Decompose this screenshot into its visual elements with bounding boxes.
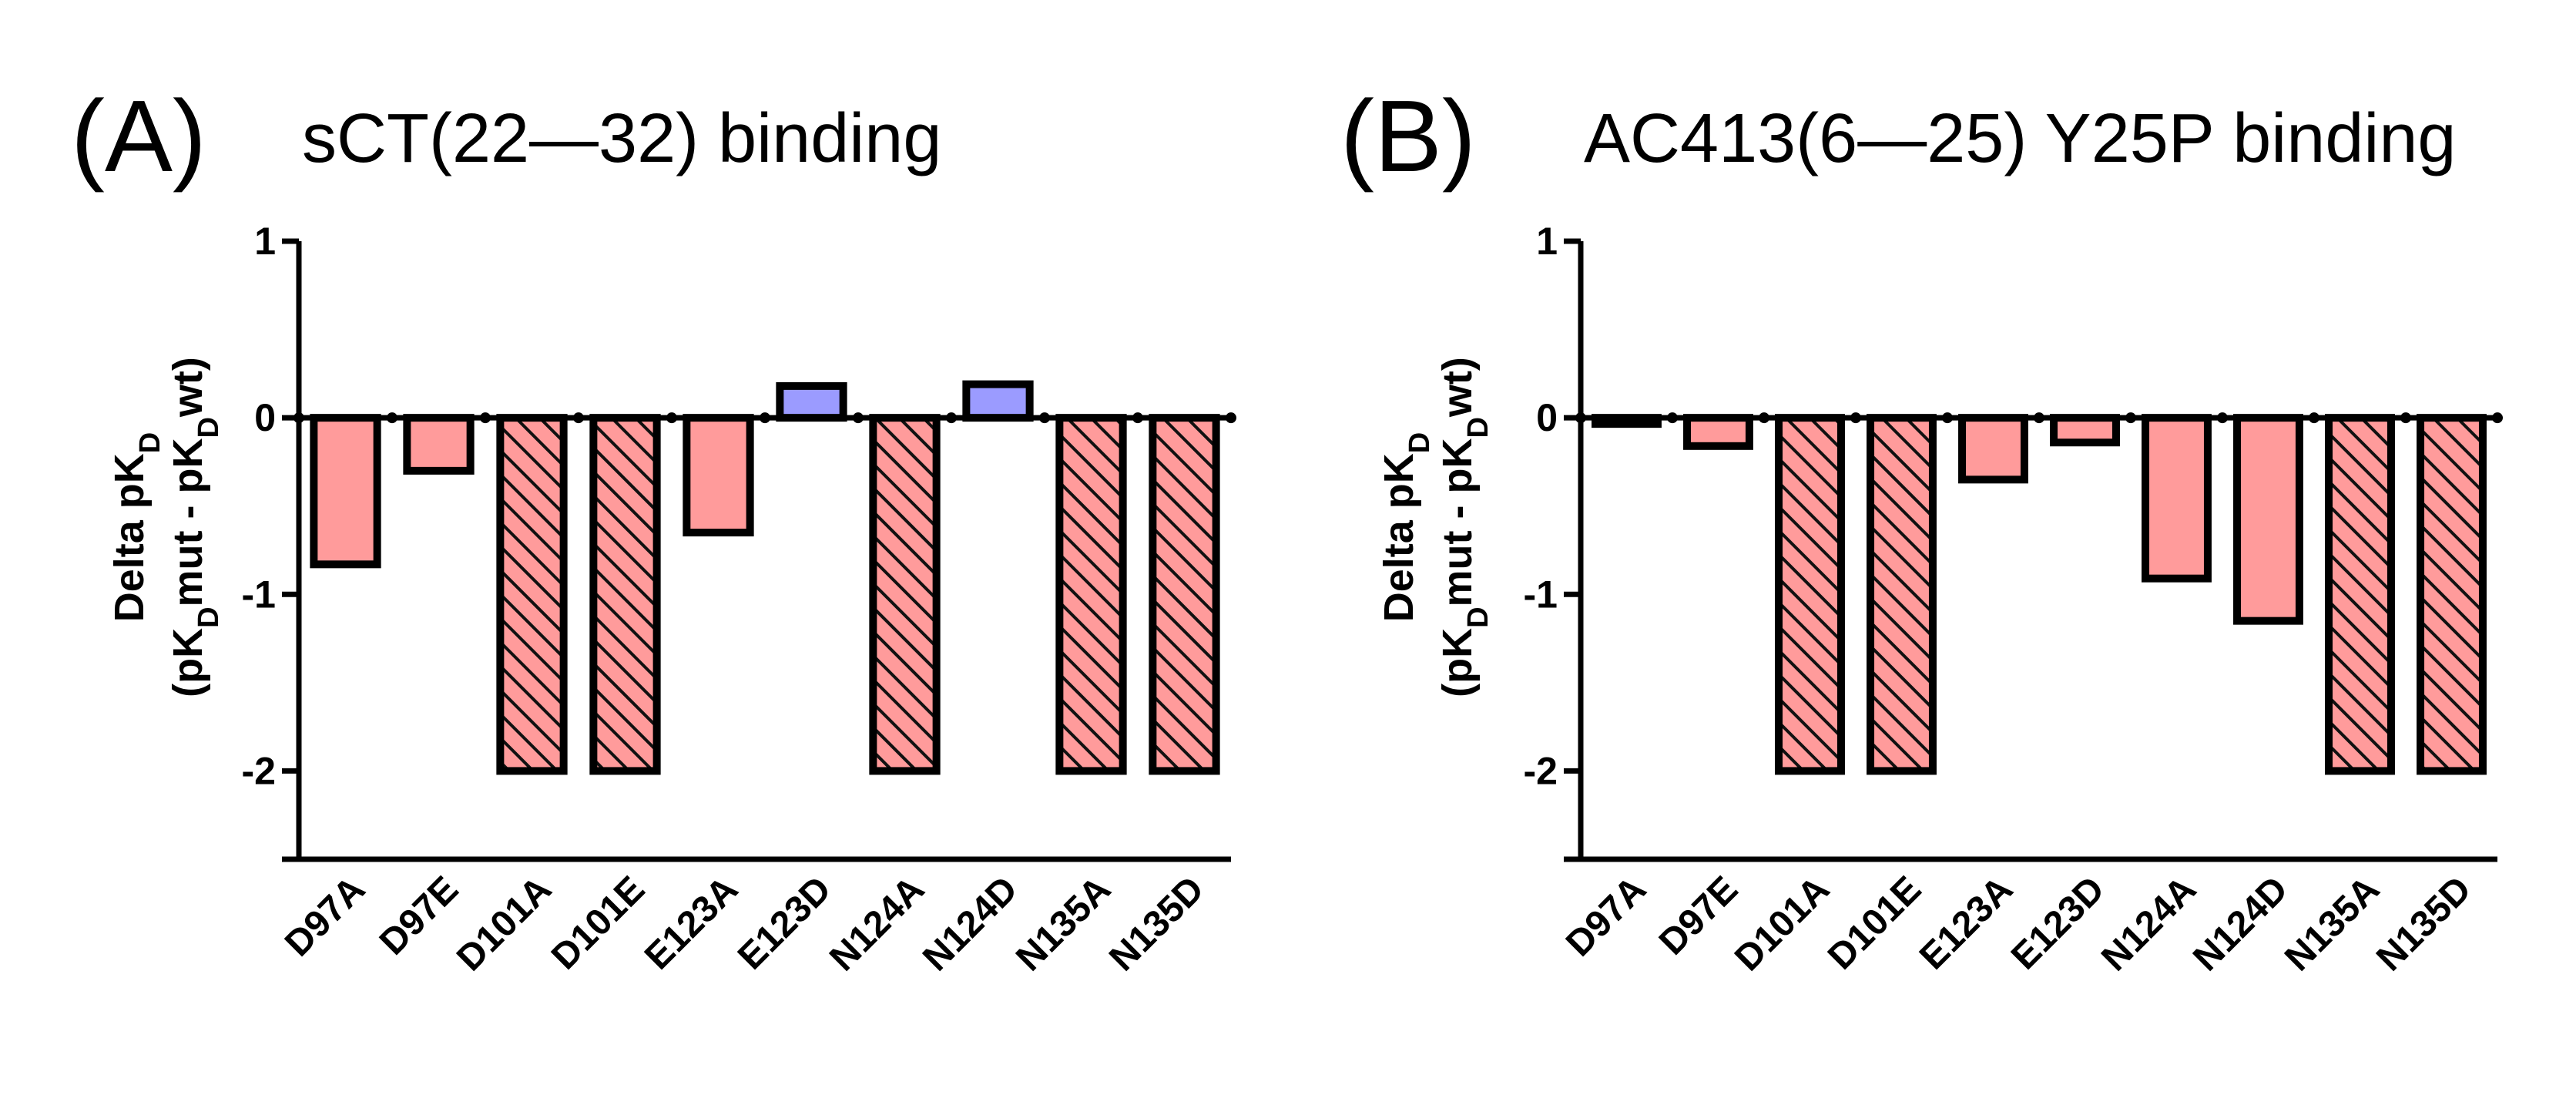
axes: 1 0 -1 -2 <box>1524 220 2497 862</box>
x-tick-label: D101E <box>544 868 652 977</box>
x-tick-label: N124D <box>915 868 1025 979</box>
bar-n135d <box>1149 414 1220 775</box>
bar-d97e <box>1683 414 1753 450</box>
x-tick-label: E123D <box>730 868 839 977</box>
bar-e123d <box>776 381 847 422</box>
x-tick-label: D97A <box>1558 868 1654 964</box>
zero-line-tick <box>2034 412 2044 424</box>
bar-d97e <box>403 414 475 475</box>
axes: 1 0 -1 -2 <box>242 220 1231 862</box>
zero-line-tick <box>1759 412 1769 424</box>
y-tick-label: -2 <box>1524 749 1558 792</box>
zero-line-tick <box>666 412 677 424</box>
zero-line-tick <box>2125 412 2136 424</box>
zero-line-tick <box>2400 412 2411 424</box>
zero-line-tick <box>480 412 491 424</box>
bar-n135a <box>2325 414 2395 775</box>
x-tick-label: N124A <box>2094 868 2204 979</box>
zero-line-tick <box>2217 412 2228 424</box>
zero-line-tick <box>573 412 584 424</box>
zero-line-tick <box>1850 412 1861 424</box>
bar-d101e <box>589 414 661 775</box>
panel-title: sCT(22—32) binding <box>302 100 941 177</box>
bar-n124d <box>962 380 1034 422</box>
y-label-line-1: Delta pKD <box>106 432 166 623</box>
y-label-line-2: (pKDmut - pKDwt) <box>165 357 225 697</box>
zero-line-tick <box>1226 412 1236 424</box>
panel-letter: (B) <box>1340 79 1476 193</box>
zero-line-tick <box>2309 412 2319 424</box>
bar-d101a <box>1775 414 1845 775</box>
y-tick-label: 1 <box>1536 220 1558 263</box>
zero-line-tick <box>1575 412 1586 424</box>
y-tick-label: -1 <box>242 573 276 616</box>
zero-line-tick <box>2492 412 2503 424</box>
x-tick-labels: D97AD97ED101AD101EE123AE123DN124AN124DN1… <box>277 868 1212 979</box>
y-tick-label: -2 <box>242 749 276 792</box>
panel-title: AC413(6—25) Y25P binding <box>1584 100 2456 177</box>
y-tick-label: -1 <box>1524 573 1558 616</box>
zero-line-tick <box>760 412 770 424</box>
x-tick-label: N135D <box>2369 868 2479 979</box>
bar-n135d <box>2417 414 2487 775</box>
x-tick-label: E123D <box>2004 868 2112 977</box>
zero-line-tick <box>293 412 304 424</box>
zero-line-tick <box>1667 412 1678 424</box>
panel-b: (B) AC413(6—25) Y25P binding Delta pKD(p… <box>1340 79 2503 979</box>
x-tick-label: D101E <box>1820 868 1929 977</box>
y-tick-label: 0 <box>254 396 276 439</box>
bar-e123a <box>683 414 754 537</box>
zero-line-tick <box>1039 412 1050 424</box>
x-tick-label: N124D <box>2185 868 2296 979</box>
bar-d101a <box>496 414 568 775</box>
bar-e123d <box>2050 414 2120 447</box>
panel-a: (A) sCT(22—32) binding Delta pKD(pKDmut … <box>71 79 1236 979</box>
x-tick-label: N124A <box>822 868 932 979</box>
bar-n124a <box>869 414 941 775</box>
x-tick-label: E123A <box>637 868 746 977</box>
y-tick-label: 0 <box>1536 396 1558 439</box>
zero-line-tick <box>387 412 397 424</box>
x-tick-label: N135D <box>1102 868 1212 979</box>
zero-line-tick <box>1942 412 1953 424</box>
y-axis-label: Delta pKD(pKDmut - pKDwt) <box>106 357 225 697</box>
bar-n124a <box>2142 414 2212 583</box>
bar-e123a <box>1958 414 2028 484</box>
bar-n135a <box>1055 414 1127 775</box>
bar-d101e <box>1867 414 1937 775</box>
x-tick-label: D101A <box>449 868 559 979</box>
x-tick-label: N135A <box>1008 868 1119 979</box>
x-tick-label: E123A <box>1912 868 2021 977</box>
zero-line-tick <box>853 412 864 424</box>
zero-line-tick <box>946 412 957 424</box>
x-tick-label: D101A <box>1727 868 1837 979</box>
bar-n124d <box>2233 414 2303 625</box>
y-axis-label: Delta pKD(pKDmut - pKDwt) <box>1376 357 1494 697</box>
panel-letter: (A) <box>71 79 206 193</box>
x-tick-labels: D97AD97ED101AD101EE123AE123DN124AN124DN1… <box>1558 868 2479 979</box>
x-tick-label: N135A <box>2277 868 2387 979</box>
y-label-line-1: Delta pKD <box>1376 432 1436 623</box>
bars <box>1575 412 2503 775</box>
bar-d97a <box>310 414 381 569</box>
y-label-line-2: (pKDmut - pKDwt) <box>1434 357 1494 697</box>
zero-line-tick <box>1132 412 1143 424</box>
y-tick-label: 1 <box>254 220 276 263</box>
x-tick-label: D97A <box>277 868 373 964</box>
bars <box>293 380 1236 775</box>
